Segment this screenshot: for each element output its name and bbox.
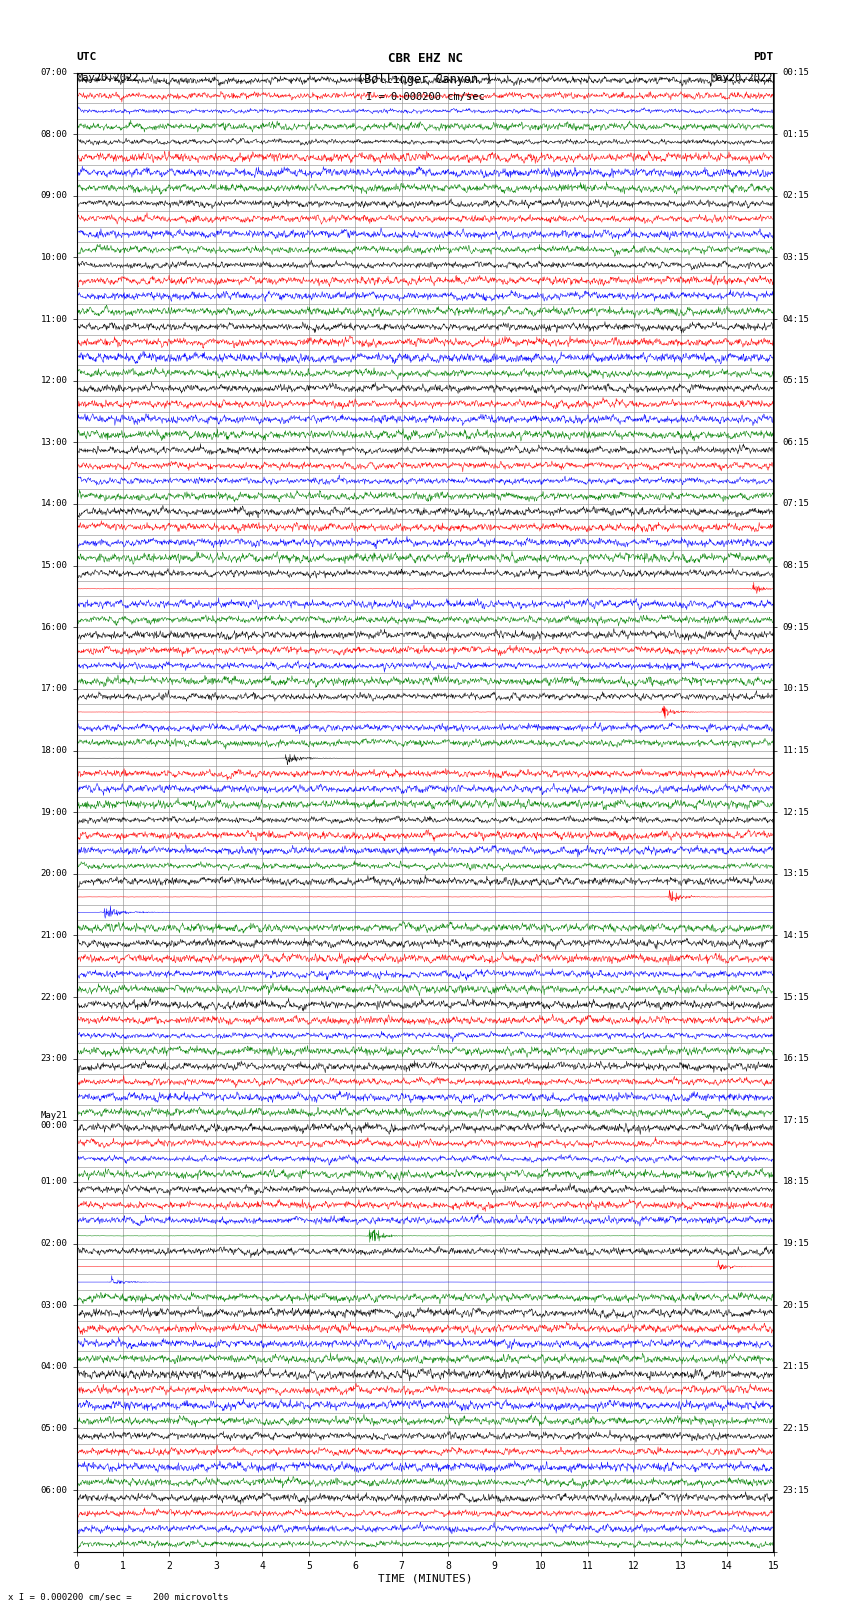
Text: (Bollinger Canyon ): (Bollinger Canyon ) (357, 73, 493, 85)
X-axis label: TIME (MINUTES): TIME (MINUTES) (377, 1574, 473, 1584)
Text: May20,2022: May20,2022 (76, 73, 139, 82)
Text: PDT: PDT (753, 52, 774, 61)
Text: CBR EHZ NC: CBR EHZ NC (388, 52, 462, 65)
Text: UTC: UTC (76, 52, 97, 61)
Text: I = 0.000200 cm/sec: I = 0.000200 cm/sec (366, 92, 484, 102)
Text: x I = 0.000200 cm/sec =    200 microvolts: x I = 0.000200 cm/sec = 200 microvolts (8, 1592, 229, 1602)
Text: May20,2022: May20,2022 (711, 73, 774, 82)
